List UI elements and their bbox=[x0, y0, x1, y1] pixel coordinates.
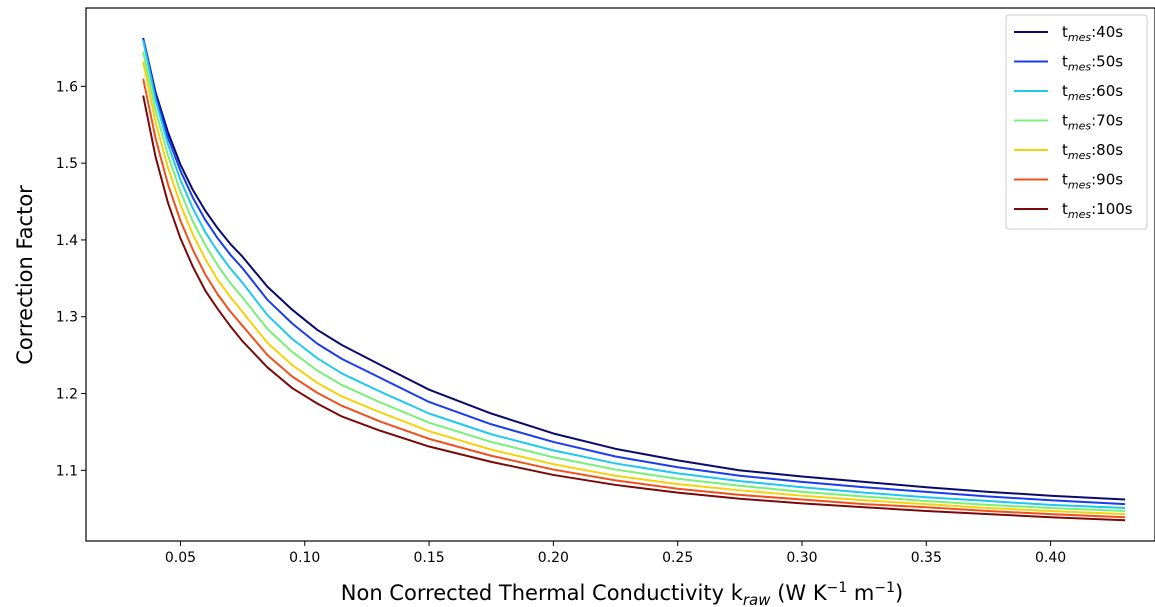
series-line-80s bbox=[142, 61, 1126, 516]
y-tick-label: 1.6 bbox=[56, 79, 78, 95]
x-tick-label: 0.15 bbox=[413, 550, 444, 566]
x-tick-label: 0.25 bbox=[662, 550, 693, 566]
legend-label: tmes:80s bbox=[1062, 141, 1123, 162]
x-tick-label: 0.40 bbox=[1035, 550, 1066, 566]
x-axis-label-units-close: ) bbox=[895, 581, 903, 605]
y-tick-label: 1.4 bbox=[56, 233, 78, 249]
legend: tmes:40s tmes:50s tmes:60s tmes:70s tmes:80s… bbox=[1005, 14, 1148, 230]
x-tick-label: 0.05 bbox=[165, 550, 196, 566]
x-axis-label-units-open: (W K bbox=[771, 581, 828, 605]
y-tick-label: 1.1 bbox=[56, 463, 78, 479]
x-tick-label: 0.35 bbox=[911, 550, 942, 566]
legend-label: tmes:40s bbox=[1062, 23, 1123, 44]
series-line-40s bbox=[142, 37, 1126, 501]
axis-ticks: 0.05 0.10 0.15 0.20 0.25 0.30 0.35 0.40 1.1 1.2 1.… bbox=[56, 79, 1066, 566]
legend-label: tmes:60s bbox=[1062, 82, 1123, 103]
y-tick-label: 1.3 bbox=[56, 310, 78, 326]
x-axis-label: Non Corrected Thermal Conductivity kraw … bbox=[341, 580, 903, 607]
series-lines bbox=[142, 37, 1126, 522]
series-line-60s bbox=[142, 40, 1126, 509]
series-line-100s bbox=[142, 95, 1126, 522]
series-line-70s bbox=[142, 51, 1126, 513]
x-tick-label: 0.20 bbox=[538, 550, 569, 566]
legend-label: tmes:50s bbox=[1062, 53, 1123, 74]
x-tick-label: 0.10 bbox=[289, 550, 320, 566]
legend-label: tmes:100s bbox=[1062, 200, 1133, 221]
series-line-50s bbox=[142, 38, 1126, 506]
legend-box bbox=[1005, 14, 1148, 230]
y-tick-label: 1.2 bbox=[56, 387, 78, 403]
plot-area bbox=[85, 7, 1155, 542]
x-axis-label-exp1: −1 bbox=[827, 580, 848, 596]
x-axis-label-sub: raw bbox=[743, 591, 771, 607]
x-axis-label-exp2: −1 bbox=[874, 580, 895, 596]
legend-label: tmes:90s bbox=[1062, 171, 1123, 192]
y-axis-label: Correction Factor bbox=[13, 185, 37, 365]
series-line-90s bbox=[142, 78, 1126, 519]
x-axis-label-units-mid: m bbox=[847, 581, 874, 605]
y-tick-label: 1.5 bbox=[56, 156, 78, 172]
x-axis-label-prefix: Non Corrected Thermal Conductivity k bbox=[341, 581, 744, 605]
legend-label: tmes:70s bbox=[1062, 112, 1123, 133]
x-tick-label: 0.30 bbox=[786, 550, 817, 566]
